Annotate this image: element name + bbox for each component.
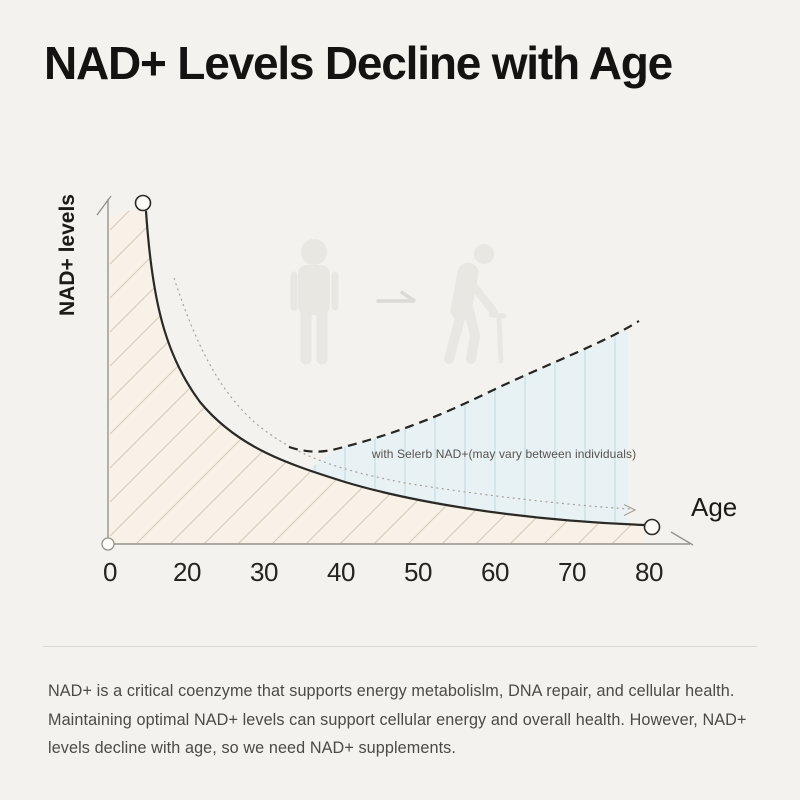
x-tick: 40 bbox=[327, 557, 355, 587]
standing-adult-icon bbox=[290, 239, 339, 365]
continued-decline-dotted-curve bbox=[173, 277, 637, 517]
description-line: Maintaining optimal NAD+ levels can supp… bbox=[48, 710, 747, 729]
nad-decline-area bbox=[110, 210, 645, 544]
elderly-person-icon bbox=[444, 244, 507, 364]
x-tick: 50 bbox=[404, 557, 432, 587]
selerb-gain-area bbox=[308, 329, 628, 523]
x-axis-label: Age bbox=[691, 492, 737, 522]
y-axis-arrow bbox=[96, 195, 112, 216]
description-text: NAD+ is a critical coenzyme that support… bbox=[48, 677, 747, 763]
x-tick: 20 bbox=[173, 557, 201, 587]
x-tick: 0 bbox=[103, 557, 117, 587]
x-tick: 30 bbox=[250, 557, 278, 587]
x-tick: 70 bbox=[558, 557, 586, 587]
x-tick-labels: 0 20 30 40 50 60 70 80 bbox=[103, 557, 663, 587]
x-tick: 60 bbox=[481, 557, 509, 587]
x-tick: 80 bbox=[635, 557, 663, 587]
nad-decline-curve bbox=[144, 210, 646, 527]
curve-end-marker bbox=[643, 518, 661, 536]
description-line: NAD+ is a critical coenzyme that support… bbox=[48, 682, 735, 700]
origin-marker bbox=[101, 537, 115, 551]
curve-start-marker bbox=[134, 194, 152, 212]
divider bbox=[43, 646, 757, 647]
selerb-annotation: with Selerb NAD+(may vary between indivi… bbox=[371, 447, 636, 461]
axes bbox=[96, 195, 694, 546]
x-axis-arrow bbox=[670, 531, 694, 546]
selerb-dashed-curve bbox=[288, 320, 640, 453]
page-title: NAD+ Levels Decline with Age bbox=[44, 37, 673, 89]
description-line: levels decline with age, so we need NAD+… bbox=[48, 739, 456, 757]
y-axis-label: NAD+ levels bbox=[56, 194, 79, 316]
aging-transition-arrow-icon bbox=[376, 290, 416, 303]
